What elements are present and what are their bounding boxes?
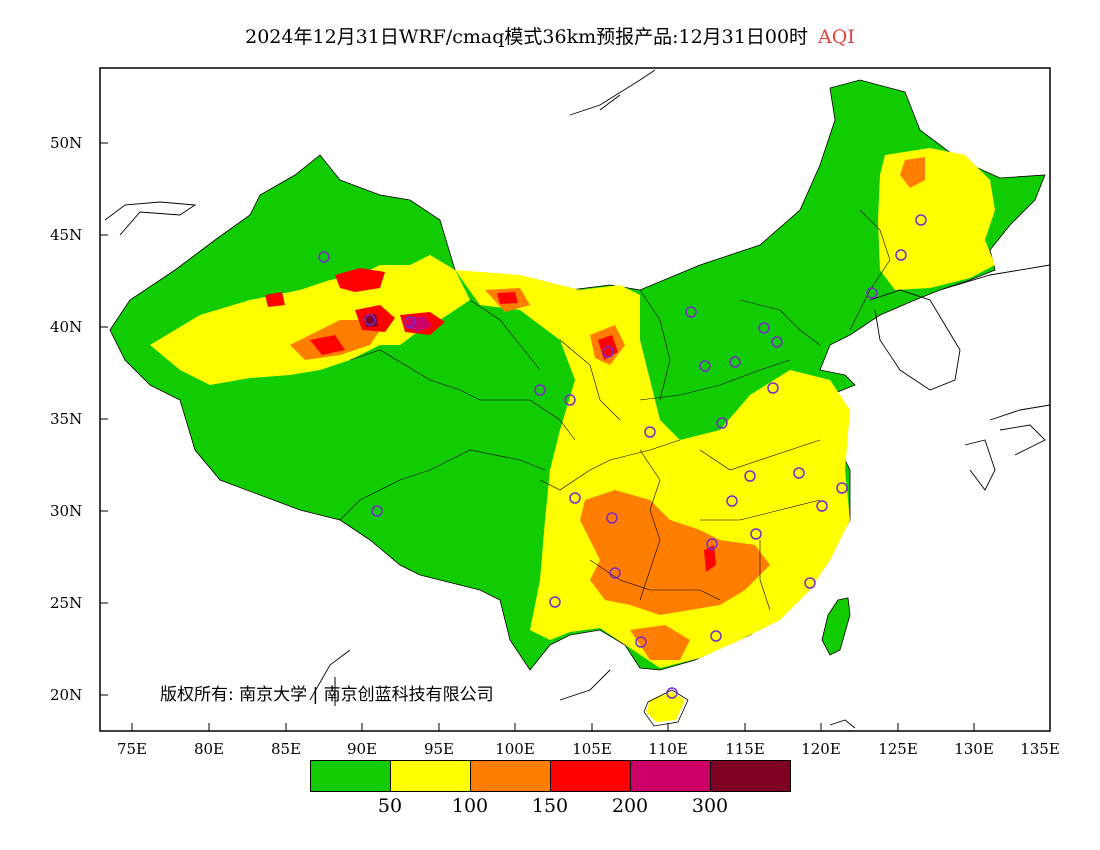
station-marker (771, 336, 783, 348)
lon-label: 75E (116, 740, 148, 758)
colorbar-label: 100 (451, 795, 489, 817)
copyright-text: 版权所有: 南京大学 | 南京创蓝科技有限公司 (160, 685, 494, 705)
lon-label: 95E (423, 740, 455, 758)
colorbar-swatch (631, 761, 711, 791)
lon-label: 120E (801, 740, 841, 758)
lon-label: 130E (954, 740, 994, 758)
station-marker (404, 316, 416, 328)
station-marker (895, 249, 907, 261)
station-marker (534, 384, 546, 396)
station-marker (767, 382, 779, 394)
station-marker (710, 630, 722, 642)
station-marker (371, 505, 383, 517)
lon-label: 100E (495, 740, 535, 758)
station-marker (726, 495, 738, 507)
lon-label: 125E (878, 740, 918, 758)
baikal-outline (569, 69, 656, 116)
lat-label: 45N (50, 226, 83, 244)
y-axis-ticks (100, 142, 108, 696)
station-marker (836, 482, 848, 494)
hainan-island (643, 689, 689, 727)
japan-coastline (939, 264, 1051, 491)
province-borders (339, 209, 891, 611)
korea-coastline (869, 289, 961, 391)
aqi-usg-central (580, 490, 770, 615)
lon-label: 85E (270, 740, 302, 758)
x-axis-ticks (131, 723, 1051, 731)
station-marker (758, 322, 770, 334)
lat-label: 25N (50, 594, 83, 612)
lon-label: 80E (193, 740, 225, 758)
aqi-unhealthy-tarim-3 (310, 335, 345, 355)
aqi-usg-south (630, 625, 690, 660)
station-marker (606, 512, 618, 524)
lon-label: 105E (572, 740, 612, 758)
station-marker (729, 356, 741, 368)
station-marker (364, 314, 376, 326)
station-marker (549, 596, 561, 608)
colorbar-swatch (551, 761, 631, 791)
map-title: 2024年12月31日WRF/cmaq模式36km预报产品:12月31日00时 A… (0, 22, 1100, 49)
lat-label: 40N (50, 318, 83, 336)
station-marker (750, 528, 762, 540)
station-marker (816, 500, 828, 512)
aqi-moderate-northwest (150, 255, 470, 385)
lat-label: 30N (50, 502, 83, 520)
aqi-unhealthy-north (497, 292, 518, 304)
lat-label: 20N (50, 686, 83, 704)
station-marker (706, 538, 718, 550)
station-marker (318, 251, 330, 263)
station-marker (635, 636, 647, 648)
lon-label: 110E (648, 740, 688, 758)
aqi-unhealthy-west (265, 292, 285, 307)
station-marker (744, 470, 756, 482)
station-marker (609, 567, 621, 579)
colorbar-label: 200 (611, 795, 649, 817)
southeast-asia-coast (309, 649, 856, 729)
colorbar (310, 760, 791, 792)
aqi-unhealthy-hunan (704, 545, 716, 572)
aqi-moderate-hainan (646, 692, 685, 722)
lat-label: 35N (50, 410, 83, 428)
station-marker (602, 346, 614, 358)
colorbar-label: 300 (691, 795, 729, 817)
station-marker (699, 360, 711, 372)
colorbar-swatch (711, 761, 790, 791)
lon-label: 135E (1020, 740, 1060, 758)
station-marker (569, 492, 581, 504)
station-marker (564, 394, 576, 406)
aqi-unhealthy-tarim-1 (335, 268, 385, 292)
title-variable: AQI (818, 26, 855, 48)
station-marker (866, 287, 878, 299)
station-marker (804, 577, 816, 589)
aqi-very-unhealthy-1 (406, 316, 432, 332)
station-marker (685, 306, 697, 318)
title-main: 2024年12月31日WRF/cmaq模式36km预报产品:12月31日00时 (245, 26, 809, 48)
station-markers (318, 214, 927, 699)
station-marker (666, 687, 678, 699)
taiwan-island (821, 597, 851, 656)
station-marker (793, 467, 805, 479)
station-marker (644, 426, 656, 438)
colorbar-swatch (391, 761, 471, 791)
aqi-usg-ne (900, 157, 925, 188)
lon-label: 115E (725, 740, 765, 758)
colorbar-swatch (471, 761, 551, 791)
colorbar-swatch (311, 761, 391, 791)
colorbar-label: 50 (377, 795, 403, 817)
northwest-outline (104, 201, 197, 236)
lon-label: 90E (346, 740, 378, 758)
aqi-moderate-northeast (878, 148, 995, 290)
colorbar-label: 150 (531, 795, 569, 817)
station-marker (915, 214, 927, 226)
station-marker (716, 417, 728, 429)
lat-label: 50N (50, 134, 83, 152)
